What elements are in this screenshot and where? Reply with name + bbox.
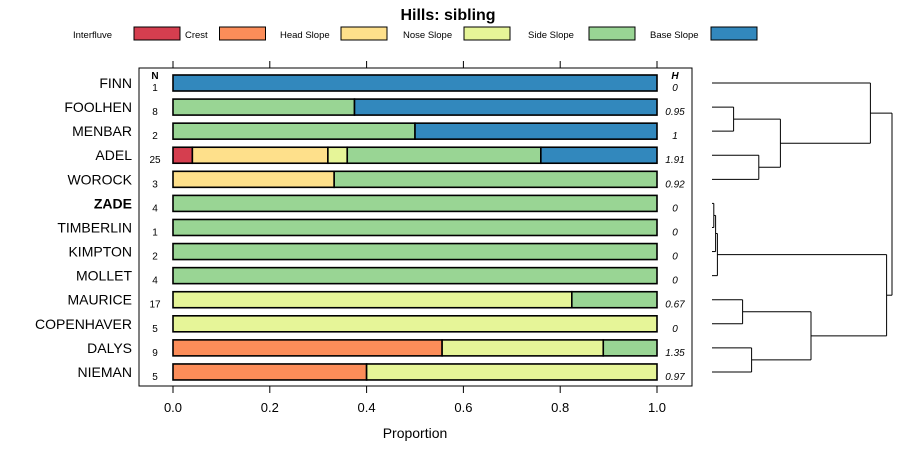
row-label: WOROCK: [67, 171, 132, 187]
row-n: 1: [152, 83, 158, 94]
bar-segment: [414, 122, 658, 140]
legend-swatch: [710, 26, 758, 41]
chart-title: Hills: sibling: [400, 7, 495, 24]
bar-segment: [172, 314, 658, 333]
bar-segment: [333, 170, 658, 189]
bar-segment: [441, 339, 605, 357]
x-axis: 0.0 0.2 0.4 0.6 0.8 1.0: [164, 61, 666, 415]
bar-segment: [172, 218, 658, 237]
bar-segment: [571, 290, 658, 309]
legend-label: Interfluve: [73, 30, 112, 41]
row-label: ZADE: [94, 195, 132, 211]
bar-segment: [172, 194, 658, 213]
row-n: 8: [152, 107, 158, 118]
row-n: 3: [152, 179, 158, 190]
bar-segment: [172, 339, 443, 357]
x-tick-label: 0.0: [164, 400, 182, 415]
row-label: MAURICE: [67, 292, 132, 308]
legend-label: Side Slope: [528, 30, 574, 41]
legend-label: Head Slope: [280, 30, 330, 41]
bar-segment: [540, 146, 658, 165]
row-h: 0: [672, 252, 678, 263]
x-axis-label: Proportion: [383, 425, 448, 441]
row-n: 2: [152, 252, 158, 263]
row-label: NIEMAN: [78, 364, 132, 380]
row-h: 0: [672, 324, 678, 335]
bar-segment: [346, 146, 542, 165]
row-h: 1: [672, 131, 678, 142]
row-label: KIMPTON: [68, 244, 132, 260]
x-tick-label: 1.0: [648, 400, 666, 415]
bar-segment: [172, 363, 368, 381]
row-label: COPENHAVER: [35, 316, 132, 332]
legend-swatch: [463, 26, 511, 41]
dendrogram: [712, 82, 893, 373]
row-label: TIMBERLIN: [57, 219, 132, 235]
row-h: 0.67: [665, 300, 685, 311]
row-n: 9: [152, 348, 158, 359]
x-tick-label: 0.4: [358, 400, 376, 415]
row-label: FINN: [99, 75, 132, 91]
row-h: 0.95: [665, 107, 685, 118]
bar-segment: [172, 290, 573, 309]
row-n: 17: [149, 300, 161, 311]
x-tick-label: 0.6: [454, 400, 472, 415]
legend-swatch: [340, 26, 388, 41]
plot-panel: [138, 67, 693, 387]
legend-label: Crest: [185, 30, 208, 41]
x-tick-label: 0.2: [261, 400, 279, 415]
legend-swatch: [219, 26, 266, 41]
x-tick-label: 0.8: [551, 400, 569, 415]
row-n: 4: [152, 276, 158, 287]
row-h: 1.35: [665, 348, 685, 359]
row-label: FOOLHEN: [64, 99, 132, 115]
legend-label: Base Slope: [650, 30, 699, 41]
bar-segment: [172, 242, 658, 261]
legend-swatch: [588, 26, 636, 41]
row-label: DALYS: [87, 340, 132, 356]
row-n: 25: [149, 155, 161, 166]
row-h: 0: [672, 227, 678, 238]
bar-segment: [172, 122, 416, 140]
row-label: MOLLET: [76, 268, 132, 284]
row-n: 4: [152, 203, 158, 214]
bar-segment: [172, 146, 194, 165]
row-h: 0: [672, 83, 678, 94]
row-h: 0.97: [665, 372, 685, 383]
bar-segment: [327, 146, 349, 165]
bar-segment: [172, 266, 658, 285]
row-h: 1.91: [665, 155, 684, 166]
row-n: 5: [152, 324, 158, 335]
legend: Interfluve Crest Head Slope Nose Slope Side …: [73, 26, 758, 41]
row-h: 0: [672, 276, 678, 287]
bar-segment: [172, 98, 356, 116]
row-h: 0: [672, 203, 678, 214]
bar-segment: [365, 363, 658, 381]
bar-segment: [172, 170, 335, 189]
row-n: 1: [152, 227, 158, 238]
legend-label: Nose Slope: [403, 30, 452, 41]
row-h: 0.92: [665, 179, 685, 190]
bar-segment: [602, 339, 658, 357]
row-n: 2: [152, 131, 158, 142]
bar-segment: [191, 146, 329, 165]
row-label: MENBAR: [72, 123, 132, 139]
row-n: 5: [152, 372, 158, 383]
legend-swatch: [133, 26, 181, 41]
bar-segment: [172, 74, 658, 92]
n-column-header: N: [151, 71, 158, 82]
h-column-header: H: [671, 71, 679, 82]
bar-segment: [353, 98, 658, 116]
row-label: ADEL: [95, 147, 132, 163]
